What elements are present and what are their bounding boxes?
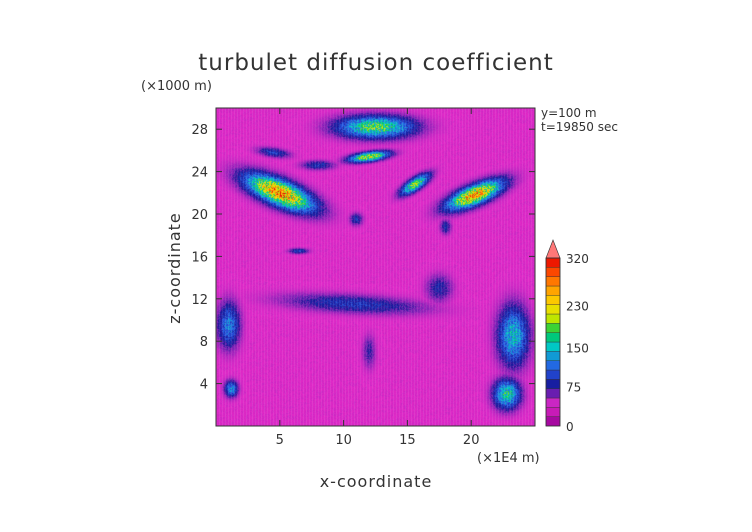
colorbar-segment bbox=[545, 388, 561, 399]
x-tick-label: 20 bbox=[463, 433, 480, 448]
annotation-time: t=19850 sec bbox=[541, 120, 618, 134]
colorbar-label: 0 bbox=[566, 420, 574, 434]
colorbar-segment bbox=[545, 379, 561, 389]
colorbar-segment bbox=[545, 351, 561, 361]
colorbar-label: 230 bbox=[566, 299, 589, 313]
colorbar-segment bbox=[545, 332, 561, 343]
colorbar-segment bbox=[545, 257, 561, 268]
plot-frame bbox=[215, 107, 536, 427]
colorbar-label: 75 bbox=[566, 381, 581, 395]
y-axis-ticks: 4 8 12 16 20 24 28 bbox=[191, 123, 535, 393]
annotation-y-position: y=100 m bbox=[541, 106, 597, 120]
colorbar-label: 320 bbox=[566, 252, 589, 266]
colorbar-segment bbox=[545, 267, 561, 277]
y-tick-label: 24 bbox=[191, 166, 208, 181]
colorbar-max-arrow bbox=[545, 239, 561, 259]
x-tick-label: 5 bbox=[276, 433, 284, 448]
y-tick-label: 12 bbox=[191, 293, 208, 308]
colorbar-segment bbox=[545, 360, 561, 371]
chart-title: turbulet diffusion coefficient bbox=[198, 50, 553, 76]
colorbar-segment bbox=[545, 285, 561, 296]
colorbar-segment bbox=[545, 295, 561, 305]
x-axis-label: x-coordinate bbox=[320, 472, 433, 491]
y-tick-label: 4 bbox=[200, 378, 208, 393]
colorbar-segment bbox=[545, 304, 561, 315]
x-tick-label: 10 bbox=[335, 433, 352, 448]
colorbar-segment bbox=[545, 313, 561, 324]
y-axis-unit: (×1000 m) bbox=[141, 79, 212, 94]
colorbar-segment bbox=[545, 416, 561, 427]
y-axis-label: z-coordinate bbox=[165, 212, 184, 324]
x-tick-label: 15 bbox=[399, 433, 416, 448]
colorbar-segment bbox=[545, 369, 561, 380]
colorbar: 0 75 150 230 320 bbox=[545, 239, 589, 434]
heatmap-plot-area bbox=[215, 107, 536, 427]
colorbar-segment bbox=[545, 341, 561, 352]
heatmap-field bbox=[216, 108, 535, 426]
y-tick-label: 28 bbox=[191, 123, 208, 138]
colorbar-segment bbox=[545, 397, 561, 408]
colorbar-segment bbox=[545, 276, 561, 287]
y-tick-label: 20 bbox=[191, 208, 208, 223]
colorbar-segment bbox=[545, 407, 561, 417]
colorbar-frame bbox=[545, 257, 561, 427]
colorbar-segment bbox=[545, 323, 561, 333]
x-axis-ticks: 5 10 15 20 bbox=[276, 108, 480, 448]
colorbar-label: 150 bbox=[566, 341, 589, 355]
y-tick-label: 8 bbox=[200, 335, 208, 350]
y-tick-label: 16 bbox=[191, 250, 208, 265]
x-axis-unit: (×1E4 m) bbox=[477, 451, 540, 466]
